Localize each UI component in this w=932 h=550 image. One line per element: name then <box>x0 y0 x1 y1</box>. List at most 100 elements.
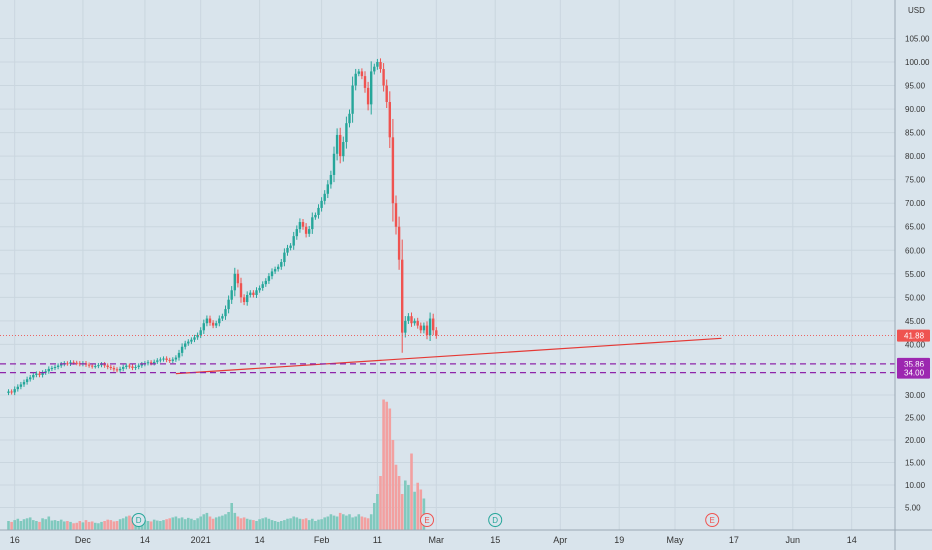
candle-body[interactable] <box>137 365 140 368</box>
candle-body[interactable] <box>25 379 29 383</box>
volume-bar[interactable] <box>90 521 94 530</box>
candle-body[interactable] <box>174 357 178 360</box>
volume-bar[interactable] <box>72 523 75 530</box>
volume-bar[interactable] <box>233 512 237 530</box>
volume-bar[interactable] <box>69 521 72 530</box>
candle-body[interactable] <box>78 363 81 365</box>
candle-body[interactable] <box>326 184 329 194</box>
candle-body[interactable] <box>125 365 128 368</box>
volume-bar[interactable] <box>78 521 82 530</box>
candle-body[interactable] <box>428 318 432 335</box>
volume-bar[interactable] <box>183 519 187 530</box>
volume-bar[interactable] <box>239 518 243 530</box>
candle-body[interactable] <box>239 283 243 298</box>
candle-body[interactable] <box>332 153 336 175</box>
volume-bar[interactable] <box>270 520 274 530</box>
volume-bar[interactable] <box>84 520 88 530</box>
volume-bar[interactable] <box>193 520 196 530</box>
volume-bar[interactable] <box>146 521 150 530</box>
volume-bar[interactable] <box>152 519 156 530</box>
candle-body[interactable] <box>379 62 382 70</box>
candle-body[interactable] <box>308 229 311 234</box>
volume-bar[interactable] <box>419 489 423 531</box>
volume-bar[interactable] <box>298 518 302 530</box>
volume-bar[interactable] <box>342 514 345 530</box>
volume-bar[interactable] <box>13 520 16 530</box>
volume-bar[interactable] <box>264 517 268 530</box>
volume-bar[interactable] <box>357 514 361 530</box>
earnings-event-marker[interactable] <box>705 513 720 527</box>
volume-bar[interactable] <box>329 514 333 530</box>
candle-body[interactable] <box>146 362 150 364</box>
candle-body[interactable] <box>171 359 174 361</box>
candle-body[interactable] <box>345 123 348 143</box>
volume-bar[interactable] <box>354 516 357 531</box>
candle-body[interactable] <box>165 358 168 360</box>
volume-bar[interactable] <box>224 514 227 530</box>
volume-bar[interactable] <box>38 521 41 530</box>
candle-body[interactable] <box>205 318 209 324</box>
volume-bar[interactable] <box>156 520 159 530</box>
volume-bar[interactable] <box>165 519 168 530</box>
candle-body[interactable] <box>261 284 264 288</box>
volume-bar[interactable] <box>63 521 66 530</box>
candle-body[interactable] <box>87 364 91 366</box>
volume-bar[interactable] <box>338 512 342 530</box>
volume-bar[interactable] <box>131 517 134 530</box>
candle-body[interactable] <box>301 222 305 227</box>
candle-body[interactable] <box>317 207 320 215</box>
candle-body[interactable] <box>184 343 187 347</box>
volume-bar[interactable] <box>199 516 202 531</box>
volume-bar[interactable] <box>214 517 218 530</box>
candle-body[interactable] <box>304 226 308 234</box>
candle-body[interactable] <box>22 382 26 385</box>
volume-bar[interactable] <box>162 520 165 530</box>
candle-body[interactable] <box>366 87 370 105</box>
volume-bar[interactable] <box>388 408 392 531</box>
candle-body[interactable] <box>7 391 10 393</box>
candle-body[interactable] <box>258 287 261 291</box>
candle-body[interactable] <box>264 280 267 285</box>
candle-body[interactable] <box>19 384 23 387</box>
volume-bar[interactable] <box>35 521 38 530</box>
volume-bar[interactable] <box>314 521 317 530</box>
volume-bar[interactable] <box>218 516 221 531</box>
candle-body[interactable] <box>360 71 364 77</box>
candle-body[interactable] <box>66 363 69 365</box>
candle-body[interactable] <box>277 266 280 270</box>
candle-body[interactable] <box>100 364 103 366</box>
trend-line[interactable] <box>175 337 722 375</box>
volume-bar[interactable] <box>320 519 323 530</box>
candle-body[interactable] <box>199 330 202 335</box>
volume-bar[interactable] <box>168 518 171 530</box>
volume-bar[interactable] <box>326 516 330 531</box>
volume-bar[interactable] <box>202 514 206 530</box>
candle-body[interactable] <box>202 323 205 331</box>
candle-body[interactable] <box>153 361 156 364</box>
volume-bar[interactable] <box>53 520 57 530</box>
volume-bar[interactable] <box>258 519 261 530</box>
volume-bar[interactable] <box>261 518 264 530</box>
volume-bar[interactable] <box>335 516 339 531</box>
candle-body[interactable] <box>357 71 360 74</box>
candle-body[interactable] <box>289 245 292 248</box>
candle-body[interactable] <box>419 325 422 331</box>
volume-bar[interactable] <box>400 494 404 530</box>
candle-body[interactable] <box>354 73 357 86</box>
candle-body[interactable] <box>190 339 193 342</box>
candle-body[interactable] <box>177 352 181 358</box>
candle-body[interactable] <box>224 309 227 317</box>
volume-bar[interactable] <box>115 521 119 530</box>
candle-body[interactable] <box>339 134 342 157</box>
volume-bar[interactable] <box>236 516 240 531</box>
candle-body[interactable] <box>252 292 255 295</box>
volume-bar[interactable] <box>345 515 348 530</box>
candle-body[interactable] <box>388 102 391 138</box>
volume-bar[interactable] <box>252 520 255 530</box>
candle-body[interactable] <box>47 368 50 372</box>
candle-body[interactable] <box>335 134 339 154</box>
candle-body[interactable] <box>53 367 57 369</box>
candle-body[interactable] <box>298 222 302 230</box>
candle-body[interactable] <box>397 226 401 260</box>
